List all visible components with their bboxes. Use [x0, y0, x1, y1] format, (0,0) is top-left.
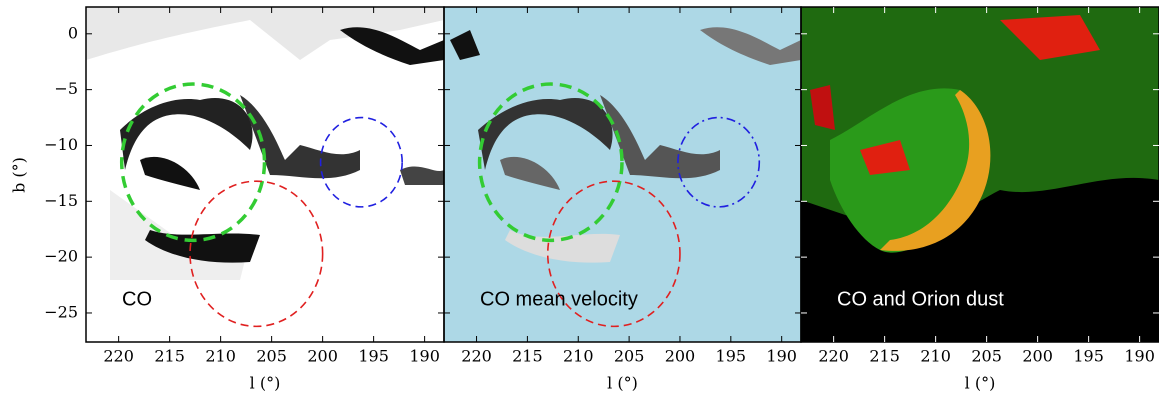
panel-background	[444, 7, 801, 342]
region-circle	[119, 82, 267, 243]
x-tick-label: 200	[665, 347, 696, 366]
region-circle	[319, 116, 403, 208]
x-tick-label: 220	[103, 347, 134, 366]
velocity-image	[450, 27, 801, 263]
region-circle	[477, 82, 624, 243]
y-tick-label: −15	[44, 191, 78, 210]
panel-label: CO	[122, 288, 152, 310]
y-axis-label: b (°)	[10, 157, 29, 193]
y-tick-label: −5	[54, 79, 78, 98]
panel-label: CO mean velocity	[480, 288, 638, 310]
x-tick-label: 195	[1073, 347, 1104, 366]
dust-image	[801, 7, 1159, 253]
panel-label: CO and Orion dust	[837, 288, 1004, 310]
x-tick-label: 200	[1022, 347, 1053, 366]
y-tick-label: 0	[68, 23, 78, 42]
x-axis-label: l (°)	[607, 374, 638, 393]
x-tick-label: 210	[920, 347, 951, 366]
x-tick-label: 205	[256, 347, 287, 366]
x-tick-label: 205	[971, 347, 1002, 366]
x-tick-label: 220	[461, 347, 492, 366]
region-circle	[546, 180, 681, 328]
x-tick-label: 210	[205, 347, 236, 366]
x-tick-label: 195	[358, 347, 389, 366]
x-tick-label: 215	[154, 347, 185, 366]
x-axis-label: l (°)	[250, 374, 281, 393]
x-tick-label: 220	[818, 347, 849, 366]
x-tick-label: 200	[307, 347, 338, 366]
x-tick-label: 210	[563, 347, 594, 366]
x-tick-label: 190	[766, 347, 797, 366]
region-circle	[189, 180, 324, 328]
x-tick-label: 215	[869, 347, 900, 366]
x-tick-label: 190	[1124, 347, 1155, 366]
x-tick-label: 190	[409, 347, 440, 366]
x-tick-label: 215	[512, 347, 543, 366]
panel-frame	[800, 6, 1159, 343]
x-axis-label: l (°)	[965, 374, 996, 393]
region-circle	[677, 116, 761, 208]
y-tick-label: −10	[44, 135, 78, 154]
y-tick-label: −25	[44, 302, 78, 321]
x-tick-label: 195	[716, 347, 747, 366]
y-tick-label: −20	[44, 247, 78, 266]
x-tick-label: 205	[614, 347, 645, 366]
